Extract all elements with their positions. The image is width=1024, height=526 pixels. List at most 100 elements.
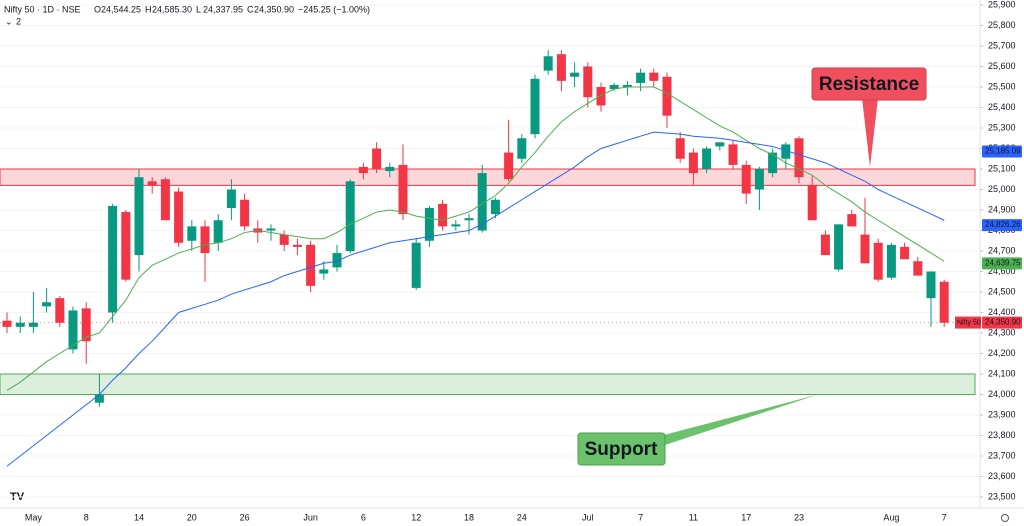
- x-tick-label: Jun: [303, 512, 318, 522]
- price-tag-name-box: [955, 316, 981, 329]
- zone: [0, 168, 976, 186]
- candle-body: [319, 269, 329, 274]
- header-text: 24,544.25: [101, 4, 141, 14]
- price-tag-name: Nifty 50: [957, 319, 981, 326]
- candle-body: [794, 138, 804, 178]
- annotation-box: [577, 432, 666, 466]
- candle-body: [781, 144, 791, 159]
- x-tick-label: 23: [794, 512, 804, 522]
- header-text: O: [94, 4, 101, 14]
- y-tick-label: 25,700: [988, 40, 1016, 50]
- y-tick-label: 25,900: [988, 0, 1016, 9]
- candle-body: [728, 144, 738, 165]
- y-tick-label: 24,300: [988, 327, 1016, 337]
- header-text: 24,337.95: [203, 4, 243, 14]
- candle-body: [939, 281, 949, 323]
- gear[interactable]: [1001, 514, 1009, 522]
- candle-body: [213, 220, 223, 243]
- y-tick-label: 25,000: [988, 184, 1016, 194]
- y-tick-label: 24,400: [988, 307, 1016, 317]
- candle-body: [226, 189, 236, 208]
- settings-icon[interactable]: [1001, 514, 1009, 522]
- candle-body: [2, 320, 12, 327]
- candle-body: [596, 87, 606, 106]
- candle-body: [438, 203, 448, 227]
- price-tag-label: 24,350.90: [985, 318, 1021, 327]
- candle-body: [94, 394, 104, 403]
- header-text: H: [145, 4, 152, 14]
- y-tick-label: 23,500: [988, 491, 1016, 501]
- candle-body: [530, 78, 540, 135]
- candle-body: [609, 84, 619, 90]
- candle-body: [675, 138, 685, 159]
- y-tick-label: 24,200: [988, 348, 1016, 358]
- candle-body: [636, 72, 646, 83]
- candle-body: [873, 242, 883, 280]
- chevron: ⌄: [5, 16, 13, 26]
- price-tag-label: 24,826.26: [985, 220, 1021, 229]
- header: Nifty 50 · 1D · NSE O 24,544.25 H 24,585.30 L…: [4, 4, 370, 26]
- candle-body: [55, 298, 65, 323]
- candle-body: [108, 205, 118, 313]
- candle-body: [583, 66, 593, 98]
- candle-body: [332, 253, 342, 268]
- header-text: −245.25 (−1.00%): [298, 4, 370, 14]
- candle-body: [345, 181, 355, 251]
- candle-body: [768, 152, 778, 174]
- header-text: 24,350.90: [254, 4, 294, 14]
- candle-body: [42, 302, 52, 307]
- header-text: L: [196, 4, 201, 14]
- candle-body: [398, 164, 408, 215]
- y-tick-label: 24,000: [988, 389, 1016, 399]
- candle-body: [200, 226, 210, 254]
- candle-body: [886, 244, 896, 278]
- candle-body: [134, 177, 144, 256]
- candle-body: [28, 322, 38, 327]
- header-text: 24,585.30: [152, 4, 192, 14]
- y-tick-label: 25,800: [988, 20, 1016, 30]
- annotation-arrow: [862, 98, 878, 167]
- candle-body: [292, 244, 302, 247]
- candle-body: [147, 181, 157, 186]
- x-tick-label: 12: [411, 512, 421, 522]
- y-tick-label: 23,700: [988, 450, 1016, 460]
- candle-body: [688, 152, 698, 174]
- x-tick-label: 8: [84, 512, 89, 522]
- candle-body: [358, 166, 368, 174]
- candle-body: [279, 234, 289, 245]
- x-tick-label: 17: [741, 512, 751, 522]
- candle-body: [266, 228, 276, 231]
- candle-body: [174, 191, 184, 243]
- candle-body: [860, 234, 870, 264]
- candle-body: [121, 212, 131, 280]
- candle-body: [702, 148, 712, 169]
- candle-body: [754, 169, 764, 190]
- y-tick-label: 25,600: [988, 61, 1016, 71]
- candle-body: [477, 173, 487, 231]
- y-tick-label: 23,800: [988, 430, 1016, 440]
- candle-body: [68, 310, 78, 350]
- candle-body: [490, 199, 500, 215]
- candle-body: [306, 244, 316, 286]
- x-tick-label: 20: [187, 512, 197, 522]
- x-tick-label: 18: [464, 512, 474, 522]
- candle-body: [807, 185, 817, 221]
- candle-body: [543, 56, 553, 71]
- candle-body: [385, 166, 395, 172]
- annotation-arrow: [660, 394, 818, 446]
- candle-body: [847, 214, 857, 227]
- candle-body: [649, 72, 659, 81]
- candle-body: [517, 138, 527, 159]
- candle-body: [570, 72, 580, 77]
- y-tick-label: 24,100: [988, 368, 1016, 378]
- x-tick-label: Aug: [883, 512, 899, 522]
- annotation-text: Resistance: [819, 74, 919, 95]
- x-tick-label: 7: [942, 512, 947, 522]
- x-tick-label: 6: [361, 512, 366, 522]
- candle-body: [411, 242, 421, 288]
- y-tick-label: 23,900: [988, 409, 1016, 419]
- candle-body: [556, 54, 566, 81]
- candle-body: [81, 308, 91, 342]
- annotation-text: Support: [585, 439, 658, 460]
